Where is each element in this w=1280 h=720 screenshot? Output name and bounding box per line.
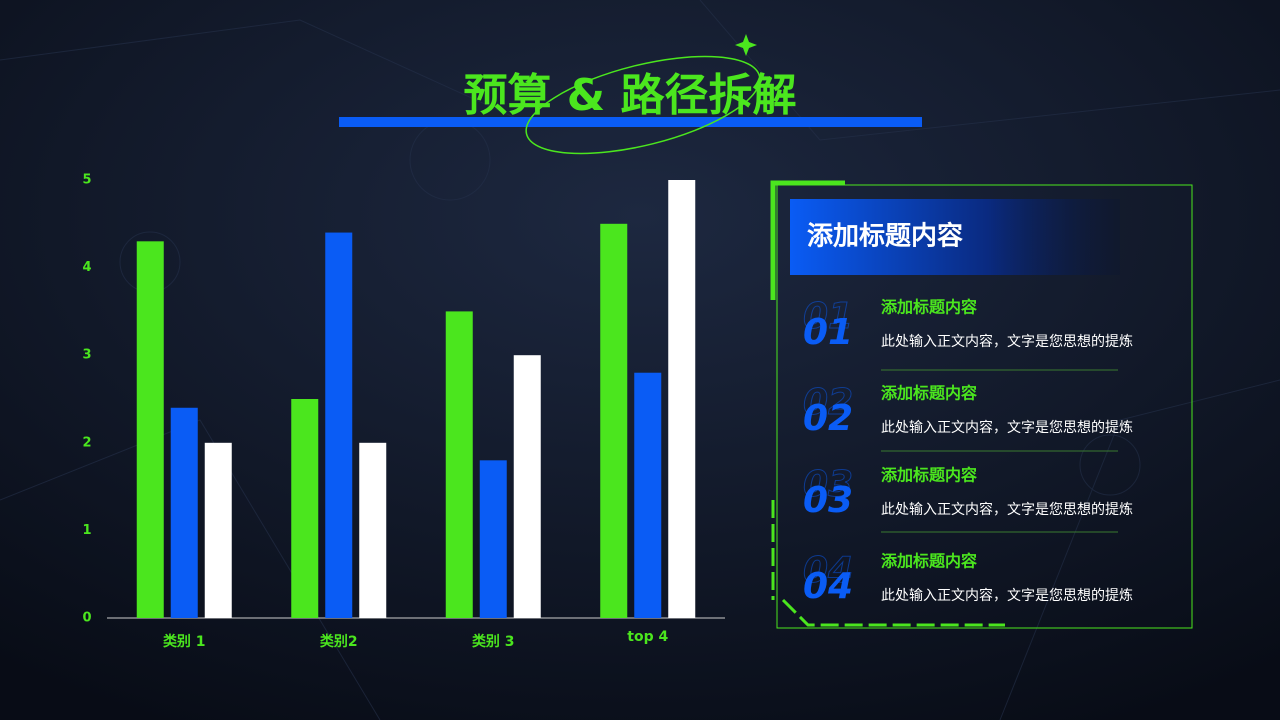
x-tick-label: 类别 3 (472, 633, 515, 650)
x-tick-label: top 4 (627, 629, 668, 645)
panel-deco (771, 500, 1005, 627)
item-number: 04 (803, 566, 853, 607)
bar (445, 311, 473, 618)
bar (170, 407, 198, 618)
item-heading: 添加标题内容 (881, 298, 977, 317)
title: 预算 & 路径拆解 (463, 70, 796, 121)
item-number: 02 (803, 398, 853, 439)
y-tick-label: 3 (82, 348, 91, 363)
panel-title: 添加标题内容 (807, 221, 963, 252)
item-heading: 添加标题内容 (881, 384, 977, 403)
bar (600, 223, 628, 619)
y-tick-label: 0 (82, 611, 91, 626)
item-text: 此处输入正文内容，文字是您思想的提炼 (881, 501, 1133, 518)
bar (513, 355, 541, 618)
y-tick-label: 5 (82, 173, 91, 188)
items: 0101添加标题内容此处输入正文内容，文字是您思想的提炼0202添加标题内容此处… (803, 296, 1134, 608)
title-bar (339, 117, 922, 127)
chart: 0 1 2 3 4 5 类别 1 类别2 类别 3 top 4 (82, 173, 696, 650)
panel-frame (776, 184, 1193, 629)
item-number-ghost: 03 (803, 464, 853, 505)
item-text: 此处输入正文内容，文字是您思想的提炼 (881, 587, 1133, 604)
item-number: 01 (803, 312, 853, 353)
panel-header (790, 199, 1120, 275)
item-heading: 添加标题内容 (881, 466, 977, 485)
bar (136, 241, 164, 618)
item-text: 此处输入正文内容，文字是您思想的提炼 (881, 333, 1133, 350)
bar (359, 442, 387, 618)
bar (634, 372, 662, 618)
bar (325, 232, 353, 618)
bar (479, 460, 507, 618)
item-number-ghost: 04 (803, 550, 853, 591)
item-number-ghost: 02 (803, 382, 853, 423)
item-number-ghost: 01 (803, 296, 853, 337)
panel: 添加标题内容 0101添加标题内容此处输入正文内容，文字是您思想的提炼0202添… (770, 180, 1193, 629)
item-heading: 添加标题内容 (881, 552, 977, 571)
y-tick-label: 2 (82, 435, 91, 450)
item-text: 此处输入正文内容，文字是您思想的提炼 (881, 419, 1133, 436)
panel-corner (770, 180, 845, 300)
bar (291, 399, 319, 618)
bar (668, 180, 696, 618)
bar (204, 442, 232, 618)
y-tick-label: 1 (82, 523, 91, 538)
sparkle (735, 34, 757, 56)
y-tick-label: 4 (82, 260, 91, 275)
item-number: 03 (803, 480, 853, 521)
x-tick-label: 类别2 (320, 633, 358, 650)
x-tick-label: 类别 1 (163, 633, 206, 650)
title-ring (525, 55, 761, 155)
